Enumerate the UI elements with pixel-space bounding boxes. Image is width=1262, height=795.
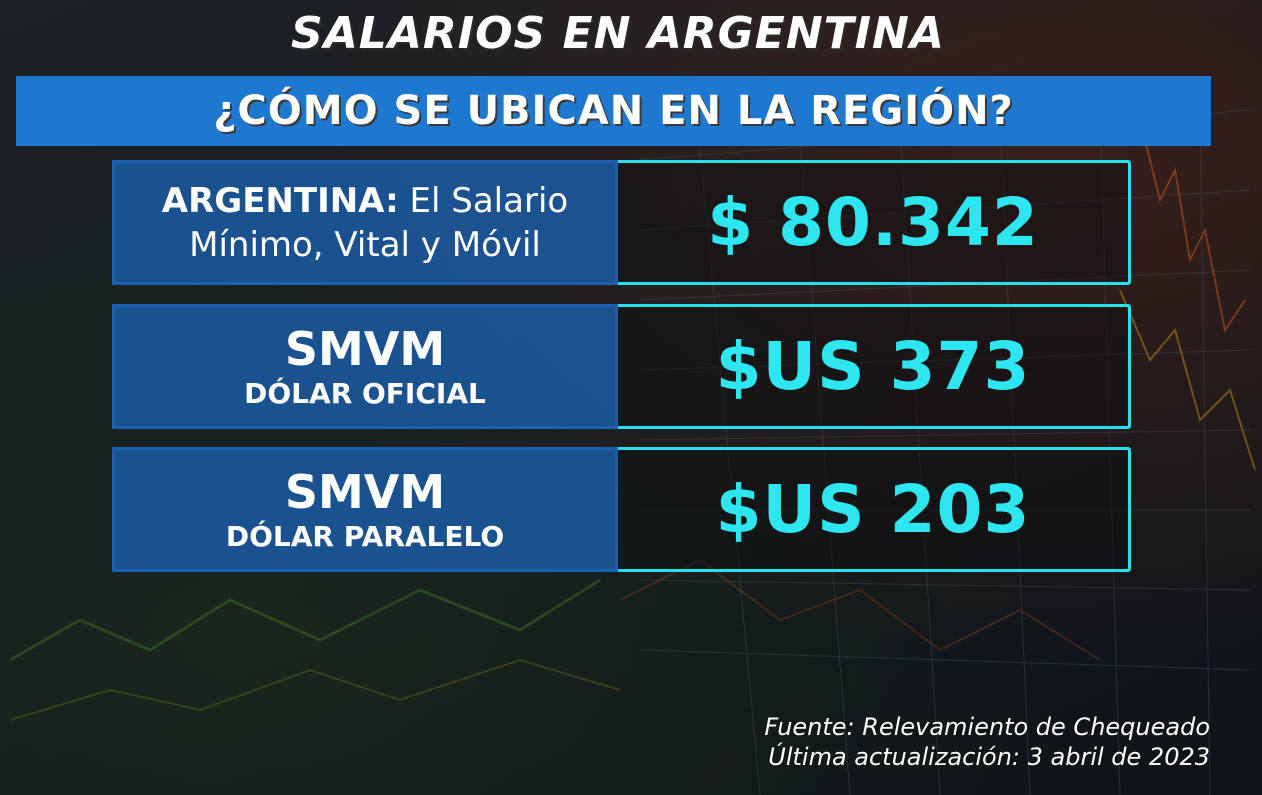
source-text: Fuente: Relevamiento de Chequeado — [764, 713, 1210, 741]
salary-row-dolar-paralelo: SMVM DÓLAR PARALELO $US 203 — [112, 447, 1131, 572]
row-value: $US 203 — [715, 471, 1031, 548]
row-value: $US 373 — [715, 328, 1031, 405]
last-updated-text: Última actualización: 3 abril de 2023 — [768, 743, 1210, 771]
page-title: SALARIOS EN ARGENTINA — [291, 8, 945, 59]
row-label-bold: ARGENTINA: — [161, 180, 399, 221]
page-subtitle: ¿CÓMO SE UBICAN EN LA REGIÓN? — [213, 88, 1014, 134]
row-label-line1: SMVM — [284, 464, 446, 519]
salary-row-smvm-pesos: ARGENTINA: El Salario Mínimo, Vital y Mó… — [112, 160, 1131, 285]
salary-row-dolar-oficial: SMVM DÓLAR OFICIAL $US 373 — [112, 304, 1131, 429]
row-label-box: SMVM DÓLAR OFICIAL — [112, 304, 618, 429]
row-label-line1: SMVM — [284, 321, 446, 376]
row-label-box: ARGENTINA: El Salario Mínimo, Vital y Mó… — [112, 160, 618, 285]
row-label-line2: DÓLAR PARALELO — [225, 519, 505, 553]
row-label-line2: DÓLAR OFICIAL — [244, 376, 486, 410]
row-label-line2: Mínimo, Vital y Móvil — [189, 224, 541, 265]
row-value: $ 80.342 — [707, 184, 1039, 261]
row-label-box: SMVM DÓLAR PARALELO — [112, 447, 618, 572]
row-label-line1: ARGENTINA: El Salario — [162, 179, 568, 223]
row-label-rest: El Salario — [398, 180, 569, 221]
subtitle-banner: ¿CÓMO SE UBICAN EN LA REGIÓN? — [16, 76, 1211, 146]
source-footer: Fuente: Relevamiento de Chequeado Última… — [764, 712, 1210, 772]
